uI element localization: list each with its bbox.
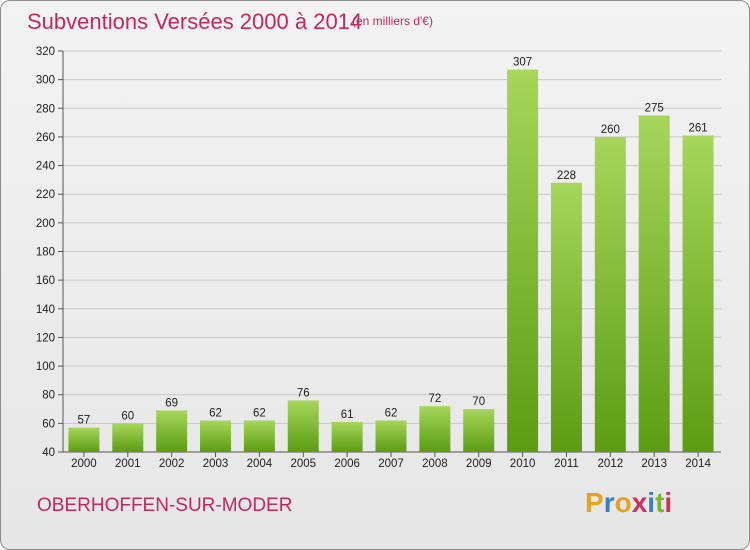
x-tick-label: 2002 xyxy=(159,458,185,470)
bar xyxy=(638,115,670,453)
bar xyxy=(68,427,100,452)
proxiti-logo[interactable]: Proxiti xyxy=(585,487,672,519)
x-tick-label: 2008 xyxy=(422,458,448,470)
bar xyxy=(550,182,582,452)
y-tick-label: 60 xyxy=(42,418,55,430)
y-tick-label: 320 xyxy=(36,46,55,58)
bar-value-label: 275 xyxy=(645,102,664,114)
commune-name: OBERHOFFEN-SUR-MODER xyxy=(37,495,293,516)
bar xyxy=(507,69,539,452)
logo-letter: x xyxy=(631,487,648,518)
bar-value-label: 228 xyxy=(557,170,576,182)
logo-letter: t xyxy=(655,487,665,518)
bar-value-label: 62 xyxy=(209,407,222,419)
bar-value-label: 62 xyxy=(253,407,266,419)
bar-value-label: 307 xyxy=(513,57,532,69)
x-tick-label: 2000 xyxy=(71,458,97,470)
y-tick-label: 140 xyxy=(36,304,55,316)
x-tick-label: 2004 xyxy=(247,458,273,470)
logo-letter: r xyxy=(603,487,615,518)
x-tick-label: 2003 xyxy=(203,458,229,470)
logo-letter: o xyxy=(614,487,632,518)
bar-value-label: 57 xyxy=(78,415,91,427)
bar-value-label: 261 xyxy=(688,122,707,134)
bar-value-label: 76 xyxy=(297,387,310,399)
y-tick-label: 40 xyxy=(42,447,55,459)
bar-value-label: 69 xyxy=(165,397,178,409)
y-tick-label: 260 xyxy=(36,132,55,144)
bar xyxy=(463,409,495,452)
x-tick-label: 2006 xyxy=(334,458,360,470)
bar xyxy=(156,410,188,452)
bar xyxy=(243,420,275,452)
bar-value-label: 61 xyxy=(341,409,354,421)
y-tick-label: 160 xyxy=(36,275,55,287)
bar xyxy=(331,421,363,452)
bars xyxy=(68,69,714,453)
bar xyxy=(112,423,144,452)
y-tick-label: 280 xyxy=(36,103,55,115)
y-tick-label: 80 xyxy=(42,390,55,402)
x-tick-label: 2001 xyxy=(115,458,141,470)
bar xyxy=(287,400,319,452)
bar-value-label: 72 xyxy=(428,393,441,405)
logo-letter: i xyxy=(664,487,673,518)
bar xyxy=(682,135,714,452)
x-tick-label: 2011 xyxy=(554,458,579,470)
x-tick-label: 2013 xyxy=(641,458,667,470)
x-tick-label: 2014 xyxy=(685,458,711,470)
bar-value-label: 62 xyxy=(385,407,398,419)
logo-letter: i xyxy=(647,487,656,518)
bar xyxy=(419,406,451,452)
x-tick-label: 2010 xyxy=(510,458,536,470)
y-tick-label: 300 xyxy=(36,75,55,87)
x-tick-label: 2012 xyxy=(598,458,624,470)
y-tick-label: 100 xyxy=(36,361,55,373)
y-tick-label: 240 xyxy=(36,161,55,173)
y-tick-label: 220 xyxy=(36,189,55,201)
x-tick-label: 2009 xyxy=(466,458,492,470)
bar xyxy=(594,136,626,452)
labels: 40 60 80 100 120 140 160 180 200 220 240 260 280 300 3… xyxy=(36,46,712,470)
bar xyxy=(375,420,407,452)
y-tick-label: 200 xyxy=(36,218,55,230)
chart-subtitle: (en milliers d'€) xyxy=(352,14,433,28)
x-tick-label: 2007 xyxy=(378,458,404,470)
chart-title: Subventions Versées 2000 à 2014 xyxy=(27,9,363,34)
y-tick-label: 180 xyxy=(36,247,55,259)
x-tick-label: 2005 xyxy=(290,458,316,470)
logo-letter: P xyxy=(585,487,604,518)
bar-value-label: 260 xyxy=(601,124,620,136)
bar xyxy=(200,420,232,452)
y-tick-label: 120 xyxy=(36,332,55,344)
bar-value-label: 70 xyxy=(472,396,485,408)
bar-value-label: 60 xyxy=(121,410,134,422)
